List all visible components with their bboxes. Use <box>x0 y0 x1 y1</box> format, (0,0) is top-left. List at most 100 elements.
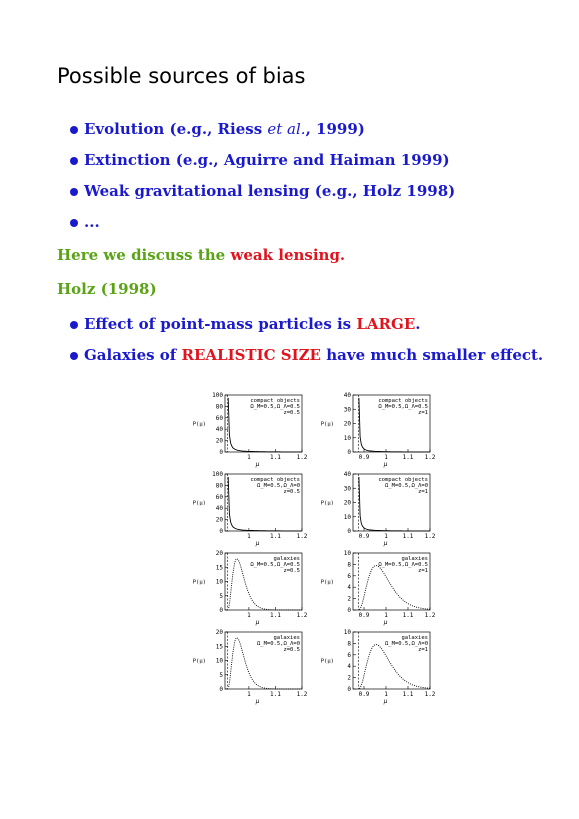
x-axis-label: μ <box>383 540 388 547</box>
legend-text: Ω_M=0.5,Ω_Λ=0.5 <box>250 562 300 568</box>
x-tick-label: 1.2 <box>297 691 308 698</box>
x-axis-label: μ <box>383 461 388 468</box>
y-tick-label: 30 <box>344 406 352 413</box>
y-tick-label: 15 <box>216 643 224 650</box>
legend-text: compact objects <box>250 398 300 404</box>
y-tick-label: 20 <box>216 550 224 557</box>
x-tick-label: 0.9 <box>359 691 370 698</box>
legend-text: z=1 <box>418 410 428 416</box>
item-text: ... <box>84 213 100 231</box>
y-tick-label: 100 <box>212 471 223 478</box>
x-tick-label: 1.2 <box>425 533 436 540</box>
pdf-curve <box>227 476 302 532</box>
legend-text: compact objects <box>250 477 300 483</box>
bullet-icon <box>70 321 78 329</box>
item-text: , 1999) <box>305 120 365 138</box>
y-tick-label: 10 <box>344 550 352 557</box>
x-tick-label: 0.9 <box>359 533 370 540</box>
legend-text: galaxies <box>274 556 301 562</box>
y-tick-label: 6 <box>347 652 351 659</box>
x-tick-label: 1.1 <box>403 691 414 698</box>
y-axis-label: P(μ) <box>193 580 206 586</box>
y-tick-label: 10 <box>344 514 352 521</box>
legend-text: Ω_M=0.5,Ω_Λ=0 <box>257 483 300 489</box>
y-tick-label: 10 <box>344 435 352 442</box>
y-tick-label: 0 <box>347 528 351 535</box>
y-tick-label: 2 <box>347 596 351 603</box>
legend-text: Ω_M=0.5,Ω_Λ=0.5 <box>378 562 428 568</box>
x-tick-label: 1 <box>384 533 388 540</box>
y-tick-label: 20 <box>216 438 224 445</box>
y-tick-label: 60 <box>216 494 224 501</box>
x-axis-label: μ <box>255 619 260 626</box>
y-tick-label: 20 <box>216 629 224 636</box>
x-axis-label: μ <box>383 619 388 626</box>
discuss-highlight: weak lensing. <box>230 246 346 264</box>
legend-text: galaxies <box>274 635 301 641</box>
y-tick-label: 5 <box>219 593 223 600</box>
y-axis-label: P(μ) <box>321 580 334 586</box>
holz-list: Effect of point-mass particles is LARGE.… <box>70 315 543 377</box>
x-tick-label: 1.1 <box>270 612 281 619</box>
pdf-curve <box>358 397 430 453</box>
page-title: Possible sources of bias <box>57 64 306 88</box>
x-tick-label: 1 <box>247 533 251 540</box>
y-tick-label: 15 <box>216 564 224 571</box>
bias-sources-list: Evolution (e.g., Riess et al., 1999) Ext… <box>70 120 455 244</box>
item-emphasis: e.g. <box>176 120 208 138</box>
x-tick-label: 1.2 <box>297 612 308 619</box>
item-highlight: REALISTIC SIZE <box>181 346 321 364</box>
y-tick-label: 0 <box>219 449 223 456</box>
legend-text: compact objects <box>378 477 428 483</box>
x-tick-label: 1.2 <box>425 454 436 461</box>
y-tick-label: 4 <box>347 584 351 591</box>
item-text: Evolution ( <box>84 120 177 138</box>
holz-heading: Holz (1998) <box>57 280 157 298</box>
legend-text: z=0.5 <box>283 410 300 416</box>
item-text: , Aguirre and Haiman 1999) <box>213 151 450 169</box>
y-tick-label: 0 <box>347 607 351 614</box>
pdf-panel: 0 2 4 6 8 10 0.9 1 1.1 1.2 P(μ) μ galaxiesΩ_M=0.5,Ω_… <box>321 550 436 626</box>
pdf-panel: 0 2 4 6 8 10 0.9 1 1.1 1.2 P(μ) μ galaxiesΩ_M=0.5,Ω_… <box>321 629 436 705</box>
list-item: Effect of point-mass particles is LARGE. <box>70 315 543 346</box>
y-axis-label: P(μ) <box>193 659 206 665</box>
y-tick-label: 10 <box>216 579 224 586</box>
item-text: , Holz 1998) <box>352 182 456 200</box>
x-tick-label: 1.1 <box>403 612 414 619</box>
x-tick-label: 1.1 <box>270 691 281 698</box>
y-tick-label: 0 <box>347 686 351 693</box>
pdf-panel: 0 20 40 60 80 100 1 1.1 1.2 P(μ) μ compact objectsΩ… <box>193 471 308 547</box>
legend-text: galaxies <box>402 635 429 641</box>
y-tick-label: 0 <box>219 607 223 614</box>
x-tick-label: 1 <box>247 612 251 619</box>
legend-text: z=1 <box>418 568 428 574</box>
x-tick-label: 1.2 <box>425 612 436 619</box>
item-emphasis: e.g. <box>321 182 353 200</box>
x-tick-label: 1.2 <box>297 454 308 461</box>
y-tick-label: 8 <box>347 561 351 568</box>
pdf-panel: 0 10 20 30 40 0.9 1 1.1 1.2 P(μ) μ compact objectsΩ… <box>321 392 436 468</box>
y-tick-label: 40 <box>344 392 352 399</box>
pdf-curve <box>228 637 302 690</box>
x-tick-label: 1.1 <box>403 533 414 540</box>
legend-text: Ω_M=0.5,Ω_Λ=0 <box>385 483 428 489</box>
y-tick-label: 0 <box>347 449 351 456</box>
panel-frame <box>352 552 431 611</box>
legend-text: Ω_M=0.5,Ω_Λ=0.5 <box>378 404 428 410</box>
pdf-panel: 0 20 40 60 80 100 1 1.1 1.2 P(μ) μ compact objectsΩ… <box>193 392 308 468</box>
y-tick-label: 20 <box>216 517 224 524</box>
x-tick-label: 1 <box>247 454 251 461</box>
legend-text: z=0.5 <box>283 489 300 495</box>
y-tick-label: 2 <box>347 675 351 682</box>
y-tick-label: 20 <box>344 421 352 428</box>
legend-text: galaxies <box>402 556 429 562</box>
y-tick-label: 0 <box>219 528 223 535</box>
bullet-icon <box>70 157 78 165</box>
legend-text: z=0.5 <box>283 647 300 653</box>
legend-text: compact objects <box>378 398 428 404</box>
x-tick-label: 1 <box>247 691 251 698</box>
y-axis-label: P(μ) <box>321 659 334 665</box>
x-axis-label: μ <box>255 461 260 468</box>
x-tick-label: 0.9 <box>359 612 370 619</box>
y-tick-label: 80 <box>216 482 224 489</box>
